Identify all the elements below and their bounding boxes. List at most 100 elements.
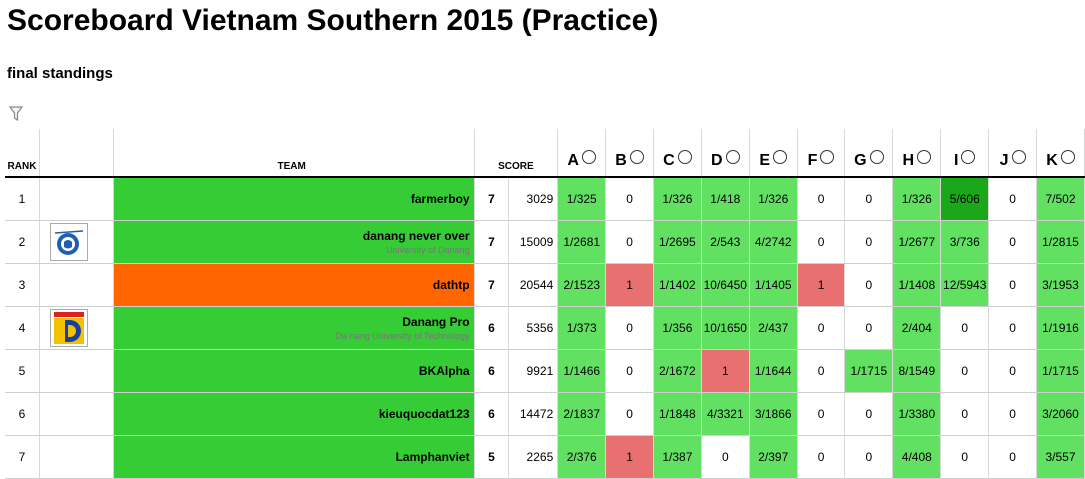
problem-result-cell[interactable]: 1/1848 <box>653 392 702 436</box>
problem-result-cell[interactable]: 1/418 <box>701 177 750 221</box>
problem-a-header[interactable]: A <box>557 129 607 178</box>
problem-result-cell[interactable]: 7/502 <box>1036 177 1085 221</box>
team-name[interactable]: BKAlpha <box>418 363 470 378</box>
problem-result-cell[interactable]: 0 <box>797 177 846 221</box>
problem-result-cell[interactable]: 0 <box>797 435 846 479</box>
problem-result-cell[interactable]: 1/387 <box>653 435 702 479</box>
problem-result-cell[interactable]: 0 <box>988 392 1037 436</box>
problem-result-cell[interactable]: 0 <box>844 392 894 436</box>
problem-result-cell[interactable]: 2/543 <box>701 220 750 264</box>
problem-result-cell[interactable]: 0 <box>605 392 654 436</box>
problem-h-header[interactable]: H <box>892 129 942 178</box>
problem-result-cell[interactable]: 5/606 <box>940 177 990 221</box>
problem-result-cell[interactable]: 12/5943 <box>940 263 990 307</box>
problem-result-cell[interactable]: 3/1866 <box>749 392 798 436</box>
team-row[interactable]: 1 farmerboy 7 3029 1/325 0 1/326 1/418 1/326 0 0 1/… <box>5 177 1085 221</box>
problem-f-header[interactable]: F <box>797 129 846 178</box>
problem-result-cell[interactable]: 1/1405 <box>749 263 798 307</box>
problem-result-cell[interactable]: 4/3321 <box>701 392 750 436</box>
problem-result-cell[interactable]: 10/6450 <box>701 263 750 307</box>
problem-result-cell[interactable]: 0 <box>844 306 894 350</box>
team-name[interactable]: danang never over <box>362 228 470 243</box>
score-header[interactable]: SCORE <box>474 129 559 178</box>
problem-result-cell[interactable]: 1/1402 <box>653 263 702 307</box>
problem-result-cell[interactable]: 4/408 <box>892 435 942 479</box>
problem-result-cell[interactable]: 1/1644 <box>749 349 798 393</box>
problem-result-cell[interactable]: 0 <box>940 306 990 350</box>
problem-result-cell[interactable]: 1 <box>605 263 654 307</box>
problem-result-cell[interactable]: 1/1715 <box>1036 349 1085 393</box>
problem-result-cell[interactable]: 2/1837 <box>557 392 607 436</box>
problem-g-header[interactable]: G <box>844 129 894 178</box>
problem-result-cell[interactable]: 0 <box>988 306 1037 350</box>
problem-result-cell[interactable]: 10/1650 <box>701 306 750 350</box>
team-name[interactable]: farmerboy <box>410 191 470 206</box>
problem-result-cell[interactable]: 1/2815 <box>1036 220 1085 264</box>
problem-result-cell[interactable]: 0 <box>940 392 990 436</box>
problem-result-cell[interactable]: 0 <box>605 349 654 393</box>
team-row[interactable]: 2 danang never over University of Danang 7… <box>5 220 1085 264</box>
problem-result-cell[interactable]: 8/1549 <box>892 349 942 393</box>
problem-result-cell[interactable]: 1/326 <box>653 177 702 221</box>
problem-result-cell[interactable]: 3/736 <box>940 220 990 264</box>
team-cell[interactable]: Danang Pro Da nang University of Technolo… <box>113 306 475 350</box>
problem-result-cell[interactable]: 3/1953 <box>1036 263 1085 307</box>
problem-result-cell[interactable]: 0 <box>988 349 1037 393</box>
team-row[interactable]: 3 dathtp 7 20544 2/1523 1 1/1402 10/6450 1/1405 1… <box>5 263 1085 307</box>
problem-result-cell[interactable]: 1 <box>701 349 750 393</box>
problem-result-cell[interactable]: 1/1715 <box>844 349 894 393</box>
team-row[interactable]: 5 BKAlpha 6 9921 1/1466 0 2/1672 1 1/1644 0 1/1715… <box>5 349 1085 393</box>
problem-result-cell[interactable]: 0 <box>605 220 654 264</box>
team-cell[interactable]: Lamphanviet <box>113 435 475 479</box>
problem-result-cell[interactable]: 0 <box>940 435 990 479</box>
problem-result-cell[interactable]: 0 <box>844 263 894 307</box>
problem-result-cell[interactable]: 0 <box>844 220 894 264</box>
problem-result-cell[interactable]: 0 <box>988 435 1037 479</box>
problem-result-cell[interactable]: 0 <box>605 177 654 221</box>
problem-b-header[interactable]: B <box>605 129 654 178</box>
problem-c-header[interactable]: C <box>653 129 702 178</box>
problem-result-cell[interactable]: 2/404 <box>892 306 942 350</box>
problem-result-cell[interactable]: 3/2060 <box>1036 392 1085 436</box>
team-cell[interactable]: danang never over University of Danang <box>113 220 475 264</box>
team-cell[interactable]: farmerboy <box>113 177 475 221</box>
problem-result-cell[interactable]: 0 <box>988 177 1037 221</box>
team-row[interactable]: 4 Danang Pro Da nang University of Techno… <box>5 306 1085 350</box>
problem-result-cell[interactable]: 0 <box>988 220 1037 264</box>
problem-result-cell[interactable]: 2/397 <box>749 435 798 479</box>
problem-result-cell[interactable]: 1 <box>797 263 846 307</box>
problem-d-header[interactable]: D <box>701 129 750 178</box>
problem-result-cell[interactable]: 1/373 <box>557 306 607 350</box>
problem-result-cell[interactable]: 1/2695 <box>653 220 702 264</box>
problem-result-cell[interactable]: 1/325 <box>557 177 607 221</box>
team-header[interactable]: TEAM <box>113 129 475 178</box>
team-name[interactable]: kieuquocdat123 <box>378 406 470 421</box>
problem-result-cell[interactable]: 1 <box>605 435 654 479</box>
team-row[interactable]: 7 Lamphanviet 5 2265 2/376 1 1/387 0 2/397 0 0 4/40… <box>5 435 1085 479</box>
problem-result-cell[interactable]: 0 <box>701 435 750 479</box>
problem-result-cell[interactable]: 0 <box>797 349 846 393</box>
team-cell[interactable]: dathtp <box>113 263 475 307</box>
problem-result-cell[interactable]: 2/1672 <box>653 349 702 393</box>
problem-result-cell[interactable]: 2/376 <box>557 435 607 479</box>
problem-result-cell[interactable]: 1/2677 <box>892 220 942 264</box>
team-name[interactable]: Lamphanviet <box>395 449 470 464</box>
problem-result-cell[interactable]: 0 <box>844 177 894 221</box>
problem-k-header[interactable]: K <box>1036 129 1085 178</box>
problem-result-cell[interactable]: 0 <box>844 435 894 479</box>
problem-result-cell[interactable]: 1/1408 <box>892 263 942 307</box>
problem-result-cell[interactable]: 1/3380 <box>892 392 942 436</box>
problem-result-cell[interactable]: 1/356 <box>653 306 702 350</box>
problem-i-header[interactable]: I <box>940 129 990 178</box>
problem-result-cell[interactable]: 1/326 <box>749 177 798 221</box>
problem-result-cell[interactable]: 0 <box>797 392 846 436</box>
problem-result-cell[interactable]: 0 <box>797 306 846 350</box>
problem-j-header[interactable]: J <box>988 129 1037 178</box>
problem-result-cell[interactable]: 0 <box>988 263 1037 307</box>
problem-e-header[interactable]: E <box>749 129 798 178</box>
problem-result-cell[interactable]: 1/1916 <box>1036 306 1085 350</box>
problem-result-cell[interactable]: 0 <box>797 220 846 264</box>
team-name[interactable]: dathtp <box>432 277 470 292</box>
problem-result-cell[interactable]: 2/437 <box>749 306 798 350</box>
team-cell[interactable]: kieuquocdat123 <box>113 392 475 436</box>
